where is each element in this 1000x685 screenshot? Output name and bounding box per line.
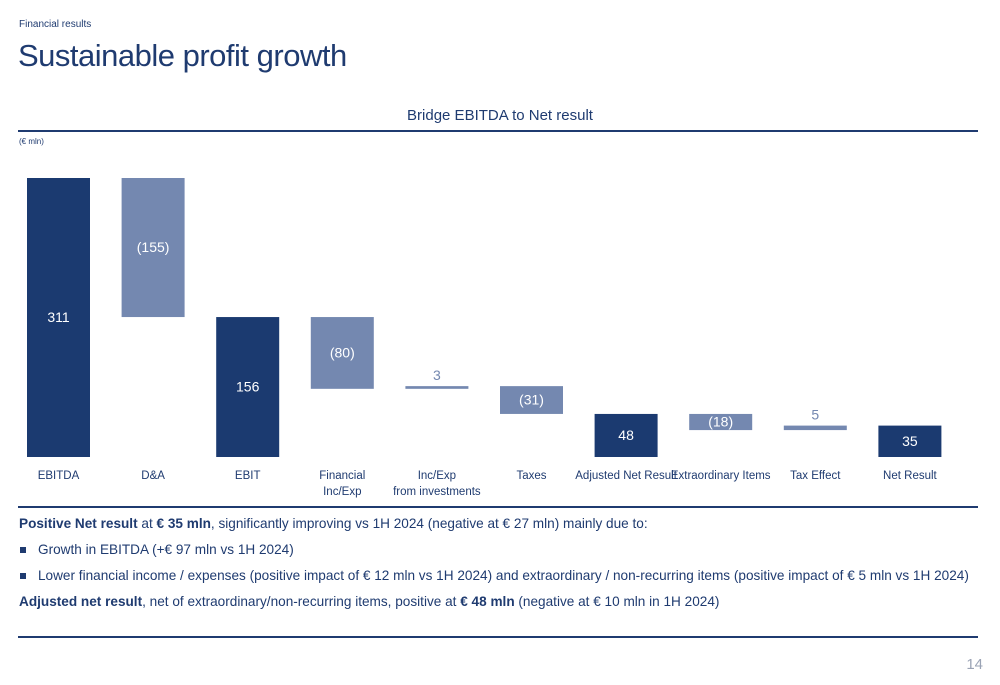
bar: [878, 425, 942, 457]
bold-text: Adjusted net result: [19, 594, 143, 609]
paragraph: Positive Net result at € 35 mln, signifi…: [19, 514, 981, 534]
text: (negative at € 10 mln in 1H 2024): [514, 594, 720, 609]
bar: [689, 413, 753, 431]
x-tick-label: Adjusted Net Result: [575, 470, 677, 482]
x-tick-label: D&A: [141, 470, 165, 482]
section-label: Financial results: [19, 19, 92, 30]
value-label: 5: [811, 406, 819, 422]
bar: [27, 178, 90, 457]
bar: [594, 413, 658, 457]
bold-text: € 48 mln: [460, 594, 515, 609]
x-tick-label: Tax Effect: [790, 470, 841, 482]
bold-text: Positive Net result: [19, 516, 138, 531]
value-label: (31): [519, 392, 544, 408]
bold-text: € 35 mln: [156, 516, 211, 531]
x-tick-label: EBITDA: [38, 470, 80, 482]
value-label: (155): [137, 239, 170, 255]
bar: [310, 317, 374, 389]
x-tick-label: Extraordinary Items: [671, 470, 771, 482]
x-tick-label: Taxes: [516, 470, 546, 482]
value-label: (80): [330, 345, 355, 361]
value-label: 156: [236, 379, 260, 395]
bar: [500, 386, 563, 414]
text: Lower financial income / expenses (posit…: [38, 568, 969, 583]
slide-title: Sustainable profit growth: [18, 38, 347, 73]
chart-title: Bridge EBITDA to Net result: [407, 107, 594, 124]
x-tick-label: Financial Inc/Exp: [319, 470, 365, 498]
text: , significantly improving vs 1H 2024 (ne…: [210, 516, 648, 531]
bullet-item: Lower financial income / expenses (posit…: [19, 566, 981, 586]
text: at: [137, 516, 157, 531]
value-label: 3: [433, 367, 441, 383]
x-tick-label: EBIT: [235, 470, 261, 482]
commentary: Positive Net result at € 35 mln, signifi…: [19, 514, 981, 618]
value-label: 311: [47, 309, 70, 325]
bullet-item: Growth in EBITDA (+€ 97 mln vs 1H 2024): [19, 540, 981, 560]
unit-label: (€ mln): [19, 137, 44, 146]
x-tick-label: Inc/Exp from investments: [393, 470, 481, 498]
value-label: (18): [708, 414, 733, 430]
bar: [783, 425, 847, 431]
bar: [405, 386, 469, 389]
bar: [216, 317, 280, 457]
page-number: 14: [966, 656, 983, 673]
bar: [121, 178, 185, 318]
x-tick-label: Net Result: [883, 470, 937, 482]
text: , net of extraordinary/non-recurring ite…: [142, 594, 461, 609]
value-label: 35: [902, 433, 918, 449]
paragraph: Adjusted net result, net of extraordinar…: [19, 592, 981, 612]
value-label: 48: [618, 427, 634, 443]
text: Growth in EBITDA (+€ 97 mln vs 1H 2024): [38, 542, 294, 557]
